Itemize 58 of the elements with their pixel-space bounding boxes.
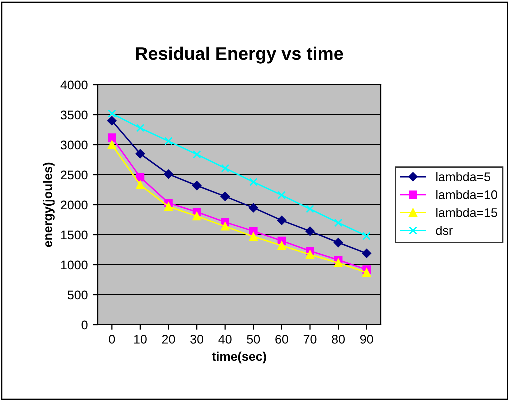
x-tick-label: 40 (218, 335, 232, 344)
x-tick-label: 10 (134, 335, 147, 344)
point (108, 140, 116, 150)
y-tick-label: 2000 (61, 200, 88, 210)
x-tick-label: 20 (162, 335, 176, 344)
point (334, 218, 343, 228)
y-tick-label: 1000 (61, 260, 88, 270)
point (277, 216, 287, 226)
point (136, 173, 145, 182)
legend-label: lambda=10 (436, 190, 498, 200)
y-tick-label: 2500 (61, 170, 88, 180)
x-tick-label: 80 (332, 335, 346, 344)
legend-label: lambda=5 (436, 172, 490, 182)
y-tick-label: 1500 (61, 230, 88, 240)
point (334, 259, 343, 268)
point (362, 248, 372, 258)
x-tick-label: 50 (247, 335, 260, 344)
point (334, 238, 344, 248)
point (249, 203, 258, 213)
point (278, 191, 286, 200)
point (136, 124, 145, 132)
point (306, 226, 315, 236)
y-tick-label: 3000 (60, 140, 88, 150)
point (306, 250, 314, 259)
x-axis-title: time(sec) (212, 352, 266, 364)
x-tick-label: 90 (360, 335, 374, 344)
point (249, 178, 258, 186)
x-tick-label: 30 (190, 335, 204, 344)
y-axis-title: energy(joules) (43, 162, 55, 248)
point (164, 170, 174, 180)
point (278, 242, 286, 250)
chart-title: Residual Energy vs time (136, 46, 344, 64)
point (362, 268, 372, 277)
point (306, 205, 314, 214)
x-tick-label: 70 (304, 335, 317, 344)
y-tick-label: 3500 (60, 110, 88, 120)
point (164, 202, 173, 211)
legend-label: lambda=15 (436, 208, 498, 218)
point (249, 232, 258, 241)
point (108, 116, 117, 126)
y-tick-label: 500 (68, 290, 88, 300)
point (220, 192, 230, 202)
point (108, 134, 116, 142)
point (192, 181, 202, 190)
point (136, 149, 146, 159)
point (136, 181, 145, 190)
point (362, 232, 372, 240)
point (192, 212, 202, 221)
y-tick-label: 4000 (60, 80, 88, 90)
x-tick-label: 0 (109, 335, 116, 344)
legend-label: dsr (436, 226, 453, 236)
point (221, 164, 230, 173)
x-tick-label: 60 (276, 335, 288, 344)
point (108, 110, 116, 118)
point (221, 222, 230, 231)
y-tick-label: 0 (82, 320, 88, 330)
point (164, 137, 173, 146)
point (192, 150, 202, 159)
